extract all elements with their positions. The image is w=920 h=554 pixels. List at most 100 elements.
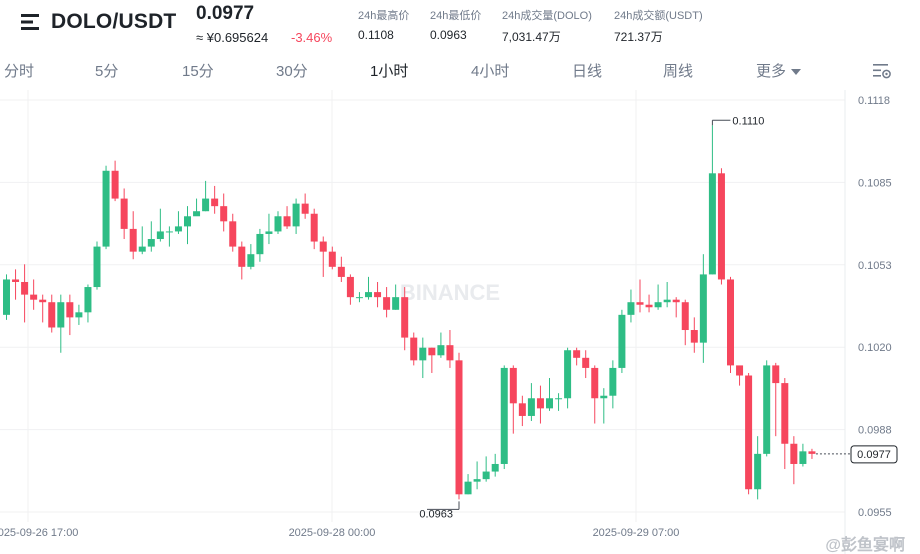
candle [536, 385, 544, 424]
candle-body [546, 398, 553, 409]
candle [48, 294, 56, 333]
stat-label: 24h成交额(USDT) [614, 10, 703, 22]
candle [93, 241, 101, 290]
candle-body [609, 367, 617, 396]
menu-icon[interactable] [20, 11, 42, 33]
candle [600, 388, 608, 424]
tab-1d[interactable]: 日线 [572, 63, 603, 80]
candle [337, 256, 345, 282]
candle [365, 276, 372, 300]
candle [708, 125, 716, 275]
x-tick-label: 2025-09-28 00:00 [289, 527, 376, 539]
candle-body [446, 345, 454, 361]
candle [437, 332, 445, 358]
candle-body [582, 357, 590, 368]
stat-24h-volume: 24h成交量(DOLO) 7,031.47万 [502, 7, 592, 45]
chart-settings-icon[interactable] [872, 62, 892, 80]
candle-body [202, 198, 210, 212]
candle [727, 276, 734, 373]
stat-24h-turnover: 24h成交额(USDT) 721.37万 [614, 7, 703, 45]
candle [120, 188, 128, 240]
candle [292, 198, 300, 234]
candle [772, 362, 780, 437]
tab-1w[interactable]: 周线 [663, 63, 694, 80]
candle [681, 299, 689, 346]
candle [446, 330, 454, 368]
candle-body [147, 239, 155, 247]
candle-body [618, 314, 626, 368]
candle [745, 372, 753, 495]
candle-body [527, 398, 535, 416]
candle-body [346, 276, 354, 298]
caret-down-icon [791, 69, 802, 76]
candle-body [30, 294, 38, 300]
candle [220, 193, 228, 232]
tab-15m[interactable]: 15分 [182, 63, 214, 80]
candle-body [745, 375, 753, 490]
candle [672, 297, 680, 318]
stat-label: 24h成交量(DOLO) [502, 10, 592, 22]
tab-4h[interactable]: 4小时 [471, 63, 510, 80]
candle [310, 208, 318, 250]
candle [301, 193, 309, 219]
candle-body [808, 451, 816, 454]
candle [21, 264, 29, 323]
candle-body [211, 198, 219, 207]
candlestick-chart[interactable]: BINANCE 0.1110 0.0963 0.0977 0.1118 0.1085 0… [0, 90, 920, 554]
candle-body [464, 481, 472, 495]
candle [229, 213, 237, 252]
candle-body [292, 203, 300, 227]
candle-body [690, 330, 698, 343]
candle [609, 360, 617, 409]
candle [527, 383, 535, 422]
candle-body [491, 463, 499, 472]
pair-title[interactable]: DOLO/USDT [51, 10, 177, 33]
x-tick-label: 2025-09-29 07:00 [593, 527, 680, 539]
candle [690, 317, 698, 353]
stat-value: 7,031.47万 [502, 30, 561, 44]
candle [518, 395, 526, 427]
candle-body [120, 198, 128, 229]
y-tick-label: 0.0988 [858, 425, 892, 437]
stat-24h-high: 24h最高价 0.1108 [358, 7, 409, 42]
candle [473, 461, 481, 490]
tab-5m[interactable]: 5分 [95, 63, 119, 80]
tab-more[interactable]: 更多 [756, 60, 802, 81]
y-tick-label: 0.1118 [858, 95, 890, 107]
y-tick-label: 0.1020 [858, 342, 892, 354]
watermark-text: BINANCE [400, 280, 500, 305]
candle [383, 287, 391, 318]
candle-body [727, 279, 734, 366]
candle-body [283, 216, 291, 227]
candle [265, 213, 273, 245]
stat-value: 0.1108 [358, 28, 394, 42]
tab-30m[interactable]: 30分 [276, 63, 308, 80]
y-tick-label: 0.0955 [858, 507, 892, 519]
candle [410, 332, 418, 366]
candle-body [3, 279, 10, 315]
candle-body [256, 233, 264, 255]
candle [111, 160, 119, 202]
tab-time-sharing[interactable]: 分时 [4, 63, 35, 80]
x-tick-label: 2025-09-26 17:00 [0, 527, 78, 539]
candle-body [419, 347, 427, 361]
candle-body [672, 299, 680, 303]
candle-body [220, 206, 228, 222]
candle [211, 185, 219, 214]
candle-body [772, 365, 780, 384]
candle-body [274, 216, 282, 232]
candle [84, 284, 92, 323]
tab-1h[interactable]: 1小时 [370, 63, 409, 80]
candle-body [66, 302, 74, 318]
candle-body [365, 292, 372, 298]
candle [699, 254, 707, 363]
candle [482, 456, 490, 482]
candle-body [500, 367, 508, 464]
candle-body [699, 274, 707, 343]
candle-body [165, 231, 173, 233]
candle [428, 347, 436, 373]
candle [328, 246, 336, 270]
candle [555, 393, 563, 411]
candle [573, 347, 581, 366]
candle-body [156, 231, 164, 240]
